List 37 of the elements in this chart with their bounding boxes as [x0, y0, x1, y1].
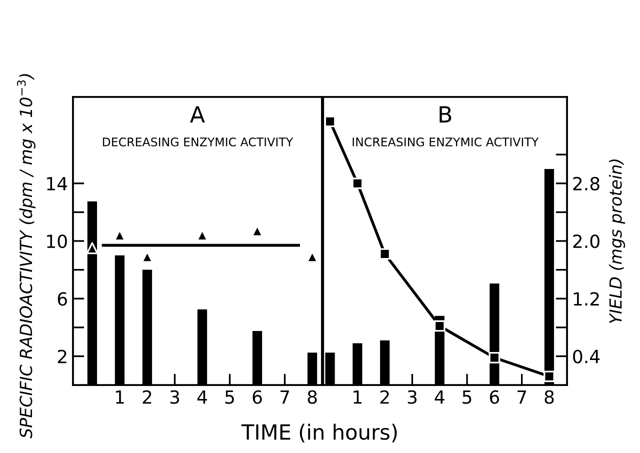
x-tick-label: 5: [462, 390, 472, 404]
x-tick-label: 1: [116, 390, 124, 404]
x-tick-label: 5: [225, 390, 234, 404]
x-tick-label: 3: [170, 390, 180, 404]
y-tick-label: 2: [58, 350, 66, 364]
x-tick-label: 3: [408, 390, 417, 404]
text: DECREASING ENZYMIC ACTIVITY: [102, 137, 294, 146]
x-tick-label: 7: [280, 390, 289, 404]
y2-axis-title: YIELD (mgs protein): [608, 159, 626, 324]
y2-tick-label: 1.2: [574, 292, 599, 306]
y-tick-label: 6: [58, 292, 67, 306]
x-tick-label: 4: [197, 390, 207, 404]
point: [488, 352, 500, 364]
x-axis-title: TIME (in hours): [241, 424, 397, 442]
chart-title: A: [190, 106, 205, 122]
y-tick-label: 14: [47, 177, 68, 190]
text: INCREASING ENZYMIC ACTIVITY: [352, 137, 539, 146]
point: [434, 320, 446, 332]
y2-tick-label: 2.8: [573, 176, 600, 190]
point: [544, 370, 555, 382]
y-axis-title: SPECIFIC RADIOACTIVITY (dpm / mg x 10$^{−3}$): [16, 74, 36, 438]
point: [86, 242, 98, 254]
x-tick-label: 2: [142, 390, 152, 404]
point: [379, 248, 391, 260]
y2-tick-label: 2.0: [573, 234, 600, 248]
x-tick-label: 1: [354, 390, 362, 404]
point: [324, 116, 336, 128]
y-tick-label: 10: [47, 234, 67, 248]
x-tick-label: 4: [434, 390, 444, 404]
chart-title: B: [440, 106, 452, 122]
x-tick-label: 2: [380, 390, 389, 404]
x-tick-label: 6: [252, 390, 262, 404]
x-tick-label: 6: [490, 390, 500, 404]
x-tick-label: 7: [518, 390, 526, 404]
y2-tick-label: 0.4: [573, 350, 600, 364]
x-tick-label: 8: [544, 390, 554, 404]
x-tick-label: 8: [308, 390, 317, 404]
